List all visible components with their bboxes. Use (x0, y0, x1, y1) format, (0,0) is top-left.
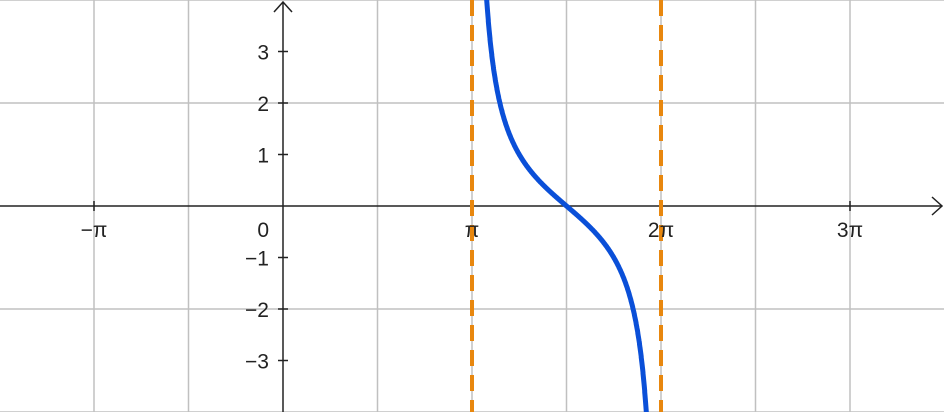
x-tick-label: π (465, 219, 480, 242)
y-tick-label: −2 (245, 299, 269, 322)
y-tick-label: −1 (245, 248, 269, 271)
origin-label: 0 (257, 219, 269, 242)
y-tick-label: 2 (257, 93, 269, 116)
y-tick-label: 1 (257, 145, 269, 168)
curves (484, 0, 649, 412)
x-tick-label: −π (81, 219, 108, 242)
function-curve (484, 0, 649, 412)
y-axis-arrow-icon (273, 0, 293, 13)
y-tick-label: −3 (245, 351, 269, 374)
y-tick-label: 3 (257, 42, 269, 65)
tick-labels: −π π 2π 3π 3 2 1 −1 −2 −3 0 (81, 42, 863, 374)
x-axis-arrow-icon (931, 196, 944, 216)
x-tick-label: 3π (837, 219, 863, 242)
x-tick-label: 2π (648, 219, 674, 242)
asymptotes (469, 0, 664, 412)
